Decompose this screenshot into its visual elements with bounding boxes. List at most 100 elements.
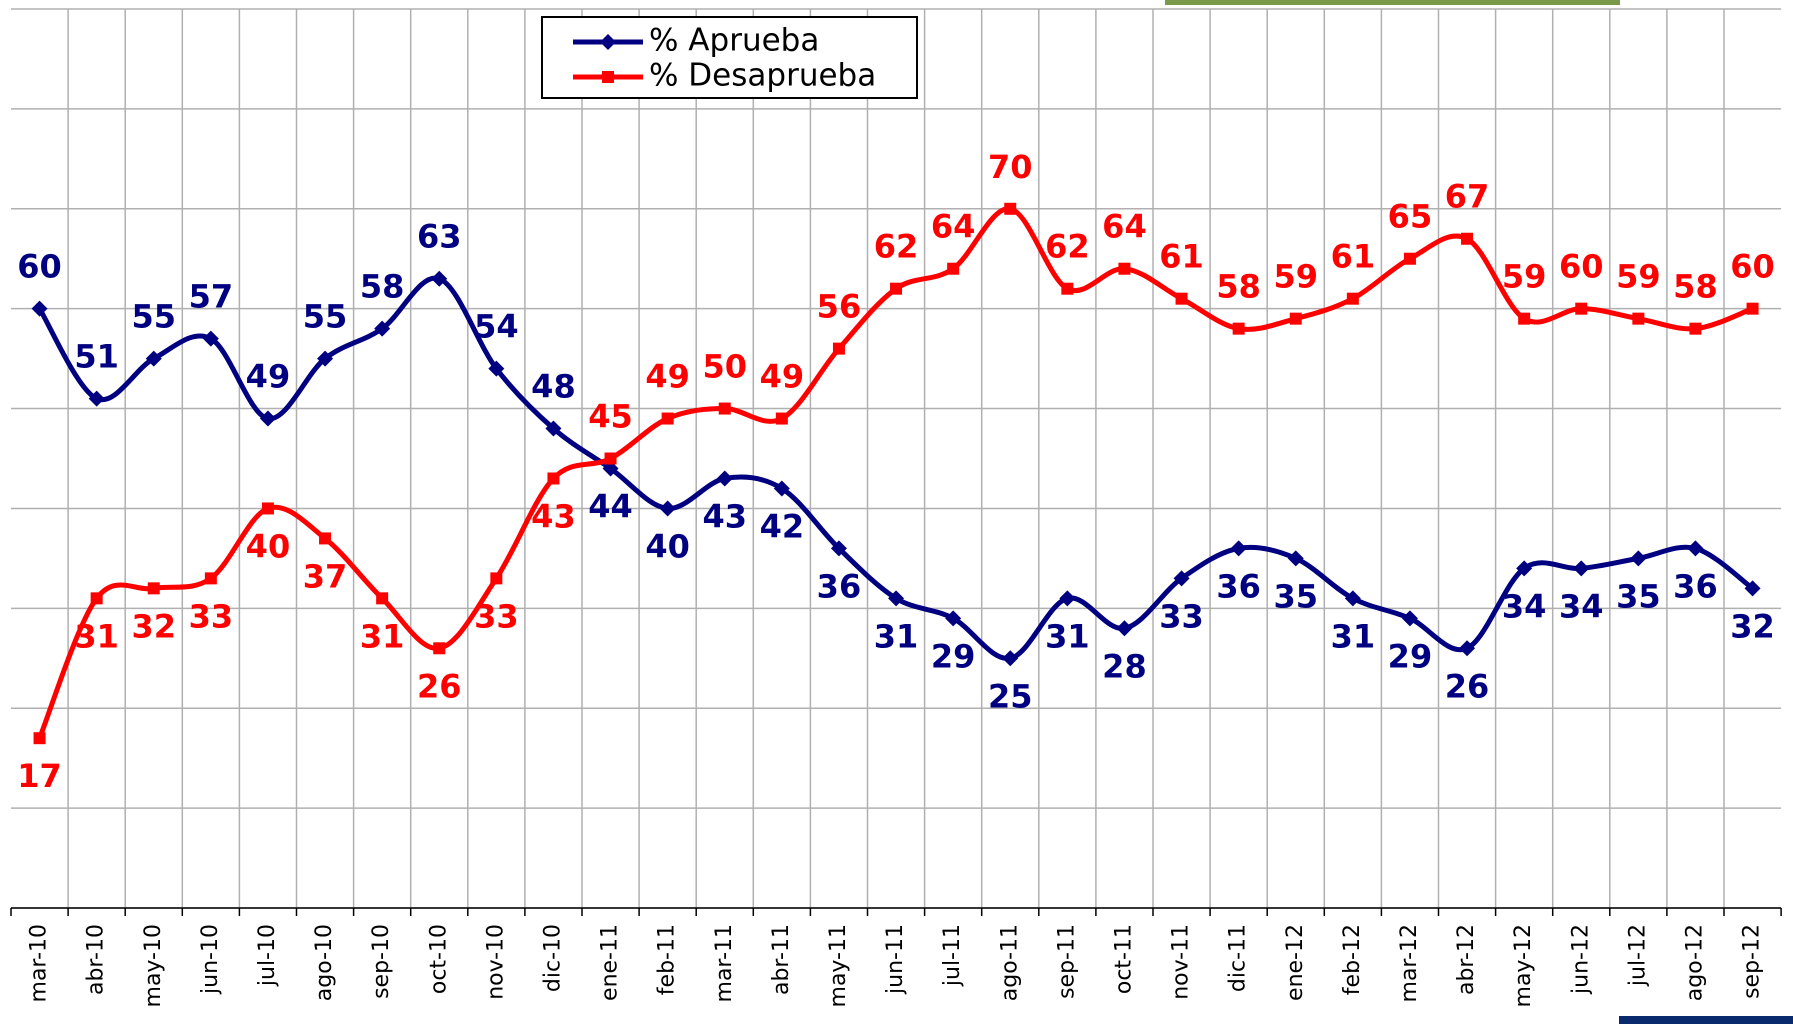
data-label: 45: [588, 398, 633, 436]
data-label: 44: [588, 487, 633, 525]
data-label: 31: [874, 617, 919, 655]
data-label: 58: [1673, 268, 1718, 306]
data-label: 64: [1102, 208, 1147, 246]
marker: [1290, 313, 1302, 325]
data-label: 43: [531, 497, 576, 535]
marker: [91, 592, 103, 604]
x-tick-label: mar-10: [27, 924, 52, 1002]
data-label: 40: [246, 527, 291, 565]
marker: [262, 502, 274, 514]
data-label: 70: [988, 148, 1033, 186]
data-label: 26: [1445, 667, 1490, 705]
plot: 6051555749555863544844404342363129253128…: [17, 148, 1775, 795]
x-tick-label: may-11: [826, 924, 851, 1007]
x-tick-label: jul-10: [255, 924, 280, 987]
x-tick-label: ago-12: [1682, 924, 1707, 1001]
x-tick-label: jul-12: [1625, 924, 1650, 987]
data-label: 25: [988, 677, 1033, 715]
marker: [1461, 233, 1473, 245]
data-label: 55: [131, 298, 176, 336]
data-label: 58: [360, 268, 405, 306]
data-label: 65: [1388, 198, 1433, 236]
x-tick-label: jun-10: [198, 924, 223, 995]
x-tick-label: may-12: [1511, 924, 1536, 1007]
x-tick-label: abr-11: [769, 924, 794, 995]
data-label: 62: [1045, 228, 1090, 266]
decor-bar: [1619, 1016, 1793, 1024]
data-label: 49: [645, 358, 690, 396]
data-label: 36: [817, 567, 862, 605]
data-label: 59: [1502, 258, 1547, 296]
x-tick-label: sep-10: [369, 924, 394, 999]
data-label: 40: [645, 527, 690, 565]
data-label: 55: [303, 298, 348, 336]
marker: [602, 71, 614, 83]
marker: [1231, 540, 1247, 556]
x-tick-label: may-10: [141, 924, 166, 1007]
x-tick-label: feb-12: [1340, 924, 1365, 995]
marker: [547, 472, 559, 484]
marker: [1004, 203, 1016, 215]
x-tick-label: nov-11: [1169, 924, 1194, 1000]
marker: [1347, 293, 1359, 305]
data-label: 31: [1045, 617, 1090, 655]
marker: [1116, 620, 1132, 636]
marker: [660, 500, 676, 516]
x-tick-label: sep-12: [1740, 924, 1765, 999]
marker: [1747, 303, 1759, 315]
marker: [205, 572, 217, 584]
marker: [34, 732, 46, 744]
marker: [319, 532, 331, 544]
data-label: 42: [760, 507, 805, 545]
chart: mar-10abr-10may-10jun-10jul-10ago-10sep-…: [0, 0, 1793, 1024]
marker: [1573, 560, 1589, 576]
marker: [662, 413, 674, 425]
x-tick-label: mar-11: [712, 924, 737, 1002]
data-label: 28: [1102, 647, 1147, 685]
x-tick-label: oct-10: [426, 924, 451, 994]
marker: [776, 413, 788, 425]
data-label: 37: [303, 557, 348, 595]
marker: [1575, 303, 1587, 315]
data-label: 60: [17, 248, 62, 286]
marker: [376, 592, 388, 604]
x-tick-label: ene-12: [1283, 924, 1308, 1001]
data-label: 31: [360, 617, 405, 655]
data-label: 33: [1159, 597, 1204, 635]
x-tick-label: nov-10: [483, 924, 508, 1000]
marker: [1518, 313, 1530, 325]
data-label: 61: [1159, 238, 1204, 276]
data-label: 36: [1216, 567, 1261, 605]
data-label: 31: [1331, 617, 1376, 655]
marker: [433, 642, 445, 654]
data-label: 64: [931, 208, 976, 246]
x-tick-label: mar-12: [1397, 924, 1422, 1002]
x-tick-label: jun-12: [1568, 924, 1593, 995]
data-label: 33: [474, 597, 519, 635]
data-label: 17: [17, 757, 62, 795]
data-label: 59: [1273, 258, 1318, 296]
x-tick-label: ago-11: [997, 924, 1022, 1001]
marker: [1002, 650, 1018, 666]
marker: [717, 470, 733, 486]
data-label: 31: [74, 617, 119, 655]
marker: [1061, 283, 1073, 295]
marker: [1176, 293, 1188, 305]
x-tick-label: feb-11: [655, 924, 680, 995]
x-tick-label: jul-11: [940, 924, 965, 987]
data-label: 34: [1559, 587, 1604, 625]
x-tick-label: sep-11: [1054, 924, 1079, 999]
data-label: 36: [1673, 567, 1718, 605]
x-tick-label: abr-12: [1454, 924, 1479, 995]
data-label: 34: [1502, 587, 1547, 625]
marker: [833, 343, 845, 355]
legend: % Aprueba% Desaprueba: [542, 17, 917, 98]
marker: [1233, 323, 1245, 335]
x-tick-label: dic-10: [540, 924, 565, 992]
data-label: 50: [702, 348, 747, 386]
data-label: 51: [74, 338, 119, 376]
x-tick-label: ago-10: [312, 924, 337, 1001]
data-label: 49: [246, 358, 291, 396]
data-label: 59: [1616, 258, 1661, 296]
x-tick-label: ene-11: [598, 924, 623, 1001]
